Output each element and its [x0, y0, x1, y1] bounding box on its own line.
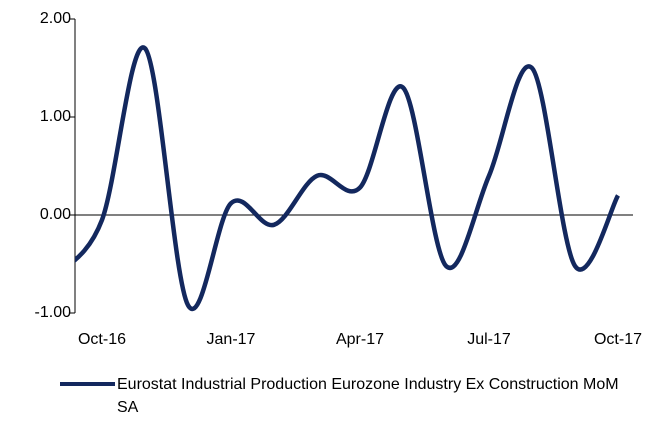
legend-label: Eurostat Industrial Production Eurozone … — [117, 376, 619, 416]
y-tick-label: 1.00 — [40, 108, 71, 125]
y-tick-label: 0.00 — [40, 206, 71, 223]
x-tick-label: Oct-16 — [78, 331, 126, 348]
x-tick-label: Oct-17 — [594, 331, 642, 348]
y-tick-label: 2.00 — [40, 10, 71, 27]
x-tick-label: Apr-17 — [336, 331, 384, 348]
line-series — [75, 45, 621, 311]
x-tick-label: Jul-17 — [467, 331, 511, 348]
x-tick-label: Jan-17 — [207, 331, 256, 348]
y-tick-label: -1.00 — [35, 304, 72, 321]
